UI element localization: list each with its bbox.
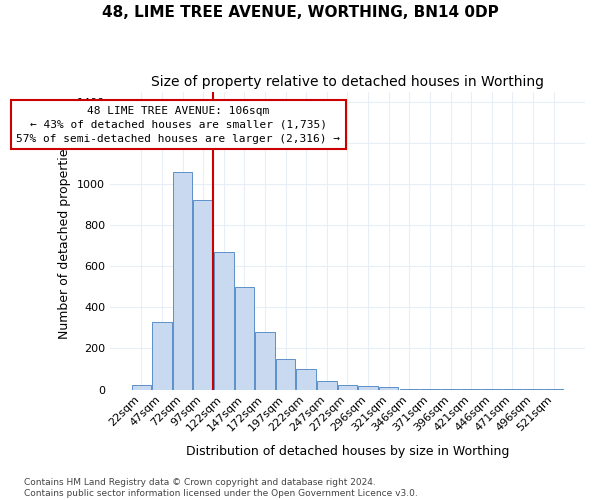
Text: Contains HM Land Registry data © Crown copyright and database right 2024.
Contai: Contains HM Land Registry data © Crown c… — [24, 478, 418, 498]
Bar — [173, 172, 193, 390]
Bar — [379, 388, 398, 390]
Bar — [338, 386, 357, 390]
X-axis label: Distribution of detached houses by size in Worthing: Distribution of detached houses by size … — [186, 444, 509, 458]
Bar — [317, 382, 337, 390]
Bar — [152, 322, 172, 390]
Bar — [193, 200, 213, 390]
Bar — [214, 252, 233, 390]
Bar — [358, 386, 378, 390]
Bar — [296, 369, 316, 390]
Bar — [235, 287, 254, 390]
Bar — [131, 386, 151, 390]
Text: 48 LIME TREE AVENUE: 106sqm
← 43% of detached houses are smaller (1,735)
57% of : 48 LIME TREE AVENUE: 106sqm ← 43% of det… — [16, 106, 340, 144]
Text: 48, LIME TREE AVENUE, WORTHING, BN14 0DP: 48, LIME TREE AVENUE, WORTHING, BN14 0DP — [101, 5, 499, 20]
Title: Size of property relative to detached houses in Worthing: Size of property relative to detached ho… — [151, 75, 544, 89]
Bar — [276, 358, 295, 390]
Bar — [400, 388, 419, 390]
Bar — [255, 332, 275, 390]
Y-axis label: Number of detached properties: Number of detached properties — [58, 142, 71, 339]
